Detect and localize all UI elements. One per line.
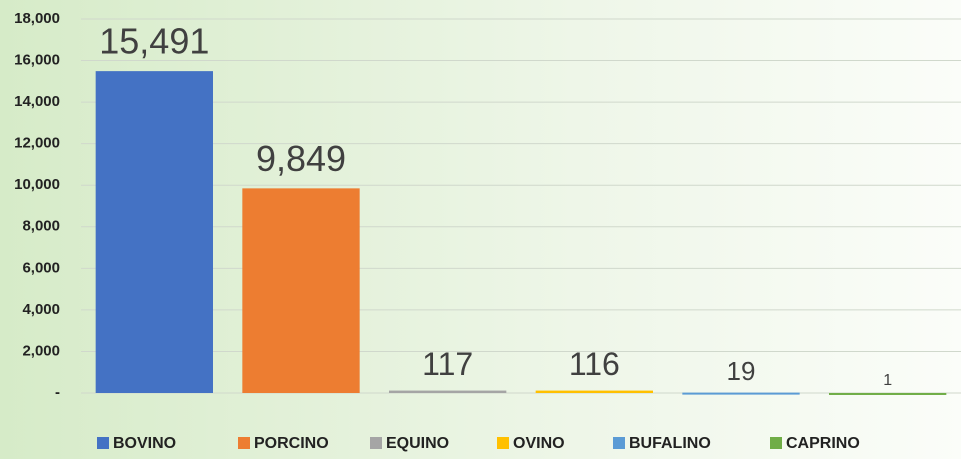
value-label: 116 — [569, 346, 620, 382]
legend-label: EQUINO — [386, 435, 449, 452]
legend-swatch — [238, 437, 250, 449]
value-label: 19 — [727, 356, 756, 386]
value-label: 15,491 — [99, 21, 209, 62]
y-tick-label: 2,000 — [22, 342, 60, 359]
y-tick-label: - — [55, 384, 60, 401]
bar — [96, 71, 213, 393]
y-tick-label: 14,000 — [14, 93, 60, 110]
value-label: 117 — [422, 346, 473, 382]
legend-label: BOVINO — [113, 435, 176, 452]
chart: - 2,000 4,000 6,000 8,000 10,000 12,000 14,000 1… — [0, 0, 961, 459]
bar — [242, 188, 359, 393]
value-label: 1 — [883, 372, 892, 389]
bar — [829, 393, 946, 395]
y-tick-label: 6,000 — [22, 259, 60, 276]
legend-label: OVINO — [513, 435, 565, 452]
legend-label: BUFALINO — [629, 435, 711, 452]
bar — [536, 391, 653, 393]
y-tick-label: 18,000 — [14, 10, 60, 27]
y-tick-label: 4,000 — [22, 301, 60, 318]
legend-swatch — [97, 437, 109, 449]
y-tick-label: 10,000 — [14, 176, 60, 193]
legend-swatch — [770, 437, 782, 449]
y-tick-label: 12,000 — [14, 135, 60, 152]
bar — [389, 391, 506, 393]
value-label: 9,849 — [256, 138, 346, 179]
legend-swatch — [613, 437, 625, 449]
bar — [682, 393, 799, 395]
y-tick-label: 8,000 — [22, 218, 60, 235]
legend-label: CAPRINO — [786, 435, 860, 452]
legend-swatch — [497, 437, 509, 449]
y-tick-label: 16,000 — [14, 52, 60, 69]
legend-label: PORCINO — [254, 435, 329, 452]
legend-swatch — [370, 437, 382, 449]
